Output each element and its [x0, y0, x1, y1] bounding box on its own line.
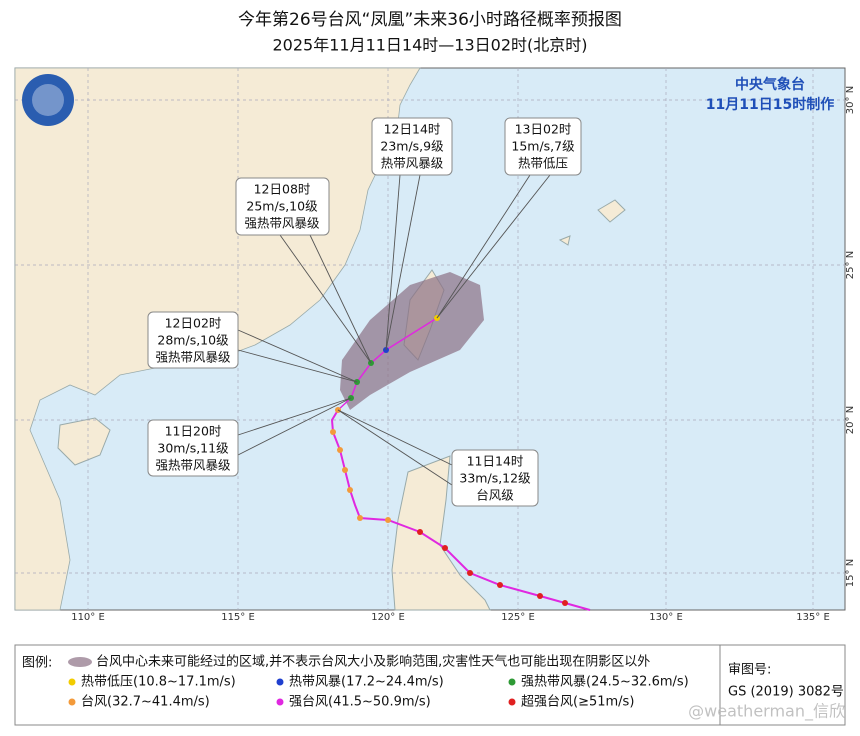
shape — [385, 517, 391, 523]
legend-swatch — [276, 678, 284, 686]
callout-time: 12日02时 — [165, 316, 222, 331]
approval-label: 审图号: — [728, 663, 771, 678]
shape — [342, 467, 348, 473]
callout-type: 热带风暴级 — [381, 156, 444, 171]
subtitle: 2025年11月11日14时—13日02时(北京时) — [272, 36, 587, 55]
shape — [330, 429, 336, 435]
callout-type: 强热带风暴级 — [244, 216, 320, 231]
legend-label: 强热带风暴(24.5~32.6m/s) — [521, 675, 689, 690]
callouts: 12日14时 23m/s,9级 热带风暴级 13日02时 15m/s,7级 热带… — [147, 117, 582, 507]
shape — [337, 409, 453, 486]
callout-wind: 33m/s,12级 — [459, 471, 531, 486]
probability-cone — [340, 272, 484, 410]
lon-label: 130° E — [649, 612, 683, 623]
islands — [558, 199, 626, 246]
hainan — [57, 417, 111, 466]
map: 中央气象台 11月11日15时制作 12日14时 23m/s,9级 热带风暴级 — [14, 67, 856, 623]
legend-title: 图例: — [22, 656, 52, 671]
shape — [417, 529, 423, 535]
lat-label: 15° N — [845, 559, 856, 587]
legend-swatch — [508, 678, 516, 686]
callout-wind: 28m/s,10级 — [157, 333, 229, 348]
logo — [22, 74, 74, 126]
shape — [237, 329, 358, 383]
callout-type: 强热带风暴级 — [155, 350, 231, 365]
legend-swatch — [508, 698, 516, 706]
legend-label: 超强台风(≥51m/s) — [521, 695, 634, 710]
legend-label: 热带风暴(17.2~24.4m/s) — [289, 675, 444, 690]
callout-wind: 25m/s,10级 — [246, 199, 318, 214]
shape — [451, 449, 539, 507]
shape — [436, 174, 551, 319]
shape — [309, 234, 372, 364]
shape — [562, 600, 568, 606]
shape — [357, 515, 363, 521]
legend-label: 强台风(41.5~50.9m/s) — [289, 695, 431, 710]
shape — [467, 570, 473, 576]
lon-label: 120° E — [371, 612, 405, 623]
shape — [147, 419, 239, 477]
callout-time: 11日20时 — [165, 424, 222, 439]
logo-inner — [32, 84, 64, 116]
title: 今年第26号台风“凤凰”未来36小时路径概率预报图 — [238, 10, 622, 30]
agency-name: 中央气象台 — [735, 76, 805, 93]
past-track — [330, 409, 591, 611]
legend-swatch — [68, 678, 76, 686]
callout-time: 12日14时 — [384, 122, 441, 137]
lat-label: 20° N — [845, 406, 856, 434]
shape — [147, 311, 239, 369]
legend: 图例: 台风中心未来可能经过的区域,并不表示台风大小及影响范围,灾害性天气也可能… — [14, 644, 846, 726]
shape — [347, 487, 353, 493]
lat-label: 25° N — [845, 251, 856, 279]
shape — [504, 117, 582, 176]
shape — [385, 174, 421, 351]
callout-wind: 30m/s,11级 — [157, 441, 229, 456]
callout-type: 强热带风暴级 — [155, 458, 231, 473]
lon-label: 125° E — [501, 612, 535, 623]
callout-type: 台风级 — [476, 488, 514, 503]
legend-swatch — [68, 698, 76, 706]
legend-swatch — [276, 698, 284, 706]
shape — [497, 582, 503, 588]
callout-time: 13日02时 — [515, 122, 572, 137]
shape — [237, 397, 352, 456]
shape — [436, 174, 531, 319]
legend-cone-text: 台风中心未来可能经过的区域,并不表示台风大小及影响范围,灾害性天气也可能出现在阴… — [96, 654, 650, 670]
legend-label: 台风(32.7~41.4m/s) — [81, 695, 210, 710]
callout-wind: 15m/s,7级 — [511, 139, 575, 154]
shape — [537, 593, 543, 599]
shape — [235, 177, 330, 236]
shape — [385, 174, 401, 351]
callout-type: 热带低压 — [518, 156, 568, 171]
lon-label: 115° E — [221, 612, 255, 623]
callout-time: 11日14时 — [467, 454, 524, 469]
shape — [337, 447, 343, 453]
shape — [237, 397, 352, 436]
legend-box — [14, 644, 846, 726]
agency-issued: 11月11日15时制作 — [706, 96, 834, 113]
lat-label: 30° N — [845, 86, 856, 114]
track-points — [330, 315, 568, 606]
shape — [279, 234, 372, 364]
watermark: @weatherman_信欣 — [688, 702, 845, 722]
lon-label: 110° E — [71, 612, 105, 623]
luzon — [391, 455, 491, 611]
shape — [371, 117, 453, 176]
shape — [237, 349, 358, 383]
approval-number: GS (2019) 3082号 — [728, 685, 844, 700]
lon-label: 135° E — [796, 612, 830, 623]
shape — [337, 409, 453, 466]
leader-lines — [237, 174, 551, 486]
callout-wind: 23m/s,9级 — [380, 139, 444, 154]
shape — [442, 545, 448, 551]
legend-label: 热带低压(10.8~17.1m/s) — [81, 675, 236, 690]
coordinate-labels: 110° E 115° E 120° E 125° E 130° E 135° E 15° … — [71, 86, 856, 623]
legend-cone-swatch — [68, 657, 92, 667]
callout-time: 12日08时 — [254, 182, 311, 197]
